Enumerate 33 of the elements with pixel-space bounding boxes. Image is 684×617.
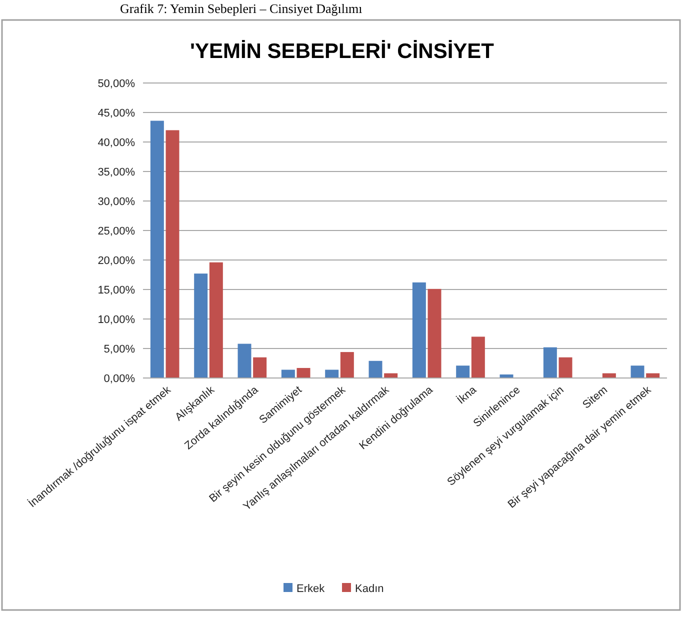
text: Grafik 7: Yemin Sebepleri – Cinsiyet Dağılımı	[120, 1, 363, 16]
bar	[253, 357, 267, 378]
legend-label: Kadın	[355, 582, 384, 595]
bar	[340, 352, 354, 378]
bar	[150, 120, 164, 378]
bar	[428, 288, 442, 378]
bar	[543, 347, 557, 378]
bar	[456, 366, 470, 378]
bar	[558, 357, 572, 378]
y-tick-label: 25,00%	[98, 225, 136, 238]
y-tick-label: 10,00%	[98, 314, 136, 326]
y-tick-label: 45,00%	[98, 107, 136, 120]
bar	[471, 336, 485, 378]
y-tick-label: 50,00%	[98, 78, 136, 90]
bar	[296, 368, 310, 378]
bar	[412, 282, 426, 378]
y-tick-label: 40,00%	[98, 136, 136, 149]
y-tick-label: 20,00%	[98, 254, 136, 267]
bar	[166, 130, 180, 378]
y-tick-label: 35,00%	[98, 166, 136, 178]
y-tick-label: 15,00%	[98, 284, 136, 296]
bar	[194, 274, 208, 378]
y-tick-label: 0,00%	[104, 372, 136, 385]
bar	[281, 370, 295, 378]
y-tick-label: 5,00%	[104, 343, 136, 356]
y-tick-label: 30,00%	[98, 196, 136, 208]
bar	[630, 366, 644, 378]
chart-title: 'YEMİN SEBEPLERİ' CİNSİYET	[190, 40, 494, 63]
bar	[368, 360, 382, 378]
bar	[325, 370, 339, 378]
bar	[209, 262, 223, 378]
bar	[238, 344, 252, 378]
legend-label: Erkek	[296, 582, 326, 595]
